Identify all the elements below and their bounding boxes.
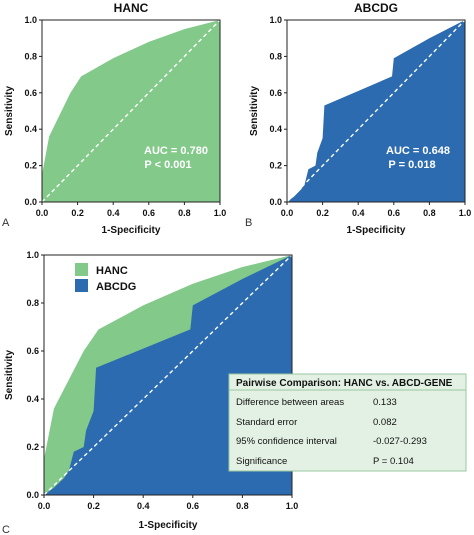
x-tick-label: 0.2 [71,208,84,218]
x-axis-label: 1-Specificity [347,225,406,236]
table-row-value: 0.133 [373,397,397,408]
y-tick-label: 0.2 [26,442,39,452]
y-axis-label: Sensitivity [4,86,15,136]
x-tick-label: 0.6 [187,501,200,511]
table-row: Significance P = 0.104 [236,456,414,467]
x-tick-label: 0.0 [281,208,294,218]
table-row-value: -0.027-0.293 [373,436,427,447]
reference-diagonal [42,20,220,202]
y-tick-label: 0.6 [24,88,37,98]
chart-title-hanc: HANC [114,1,149,15]
x-tick-label: 0.0 [38,501,51,511]
auc-label-abcdg: AUC = 0.648 [386,145,450,157]
table-row: 95% confidence interval -0.027-0.293 [236,436,427,447]
y-tick-label: 1.0 [26,250,39,260]
y-tick-label: 0.6 [269,88,282,98]
panel-letter: B [245,217,252,229]
table-row-label: Significance [236,456,287,467]
x-tick-label: 0.8 [178,208,191,218]
legend-swatch-hanc [75,263,88,276]
table-row-value: 0.082 [373,417,397,428]
legend: HANC ABCDG [75,263,136,293]
comparison-table: Pairwise Comparison: HANC vs. ABCD-GENE … [228,373,467,472]
table-row: Difference between areas 0.133 [236,397,397,408]
p-value-label-hanc: P < 0.001 [144,159,191,171]
x-tick-label: 0.2 [87,501,100,511]
x-tick-label: 0.6 [388,208,401,218]
y-tick-label: 0.8 [269,51,282,61]
x-tick-label: 0.8 [236,501,249,511]
x-tick-label: 0.4 [107,208,120,218]
panel-letter: A [2,217,10,229]
y-tick-label: 0.2 [24,161,37,171]
x-tick-label: 0.0 [36,208,49,218]
legend-swatch-abcdg [75,279,88,292]
x-tick-label: 1.0 [286,501,299,511]
x-tick-label: 0.4 [137,501,150,511]
y-tick-label: 1.0 [24,15,37,25]
y-tick-label: 0.0 [269,197,282,207]
y-axis-label: Sensitivity [249,86,260,136]
p-value-label-abcdg: P = 0.018 [388,159,435,171]
chart-abcdg: ABCDG 0.00.0 0.2 0.2 0.4 0.4 0.6 0.6 0.8 0.8 1.0 1… [245,1,471,236]
x-tick-label: 0.8 [423,208,436,218]
table-row-label: Difference between areas [236,397,344,408]
y-tick-label: 0.2 [269,161,282,171]
y-tick-label: 0.4 [26,394,39,404]
y-axis-label: Sensitivity [4,350,15,400]
table-title: Pairwise Comparison: HANC vs. ABCD-GENE [236,378,453,389]
y-tick-label: 0.0 [24,197,37,207]
reference-diagonal [44,255,292,495]
auc-label-hanc: AUC = 0.780 [144,145,208,157]
plot-frame [286,19,466,203]
x-tick-label: 0.2 [316,208,329,218]
x-axis-label: 1-Specificity [102,225,161,236]
panel-letter: C [2,524,10,535]
x-tick-label: 1.0 [214,208,227,218]
legend-label-hanc: HANC [96,265,128,277]
table-row-label: Standard error [236,417,297,428]
y-tick-label: 0.6 [26,346,39,356]
legend-label-abcdg: ABCDG [96,281,136,293]
x-axis-label: 1-Specificity [139,520,198,531]
y-tick-label: 0.0 [26,490,39,500]
chart-comparison: 0.00.0 0.2 0.2 0.4 0.4 0.6 0.6 0.8 0.8 1.0 1.0 HAN… [2,250,467,535]
y-tick-label: 0.4 [24,124,37,134]
x-tick-label: 1.0 [459,208,472,218]
reference-diagonal [287,20,465,202]
table-row: Standard error 0.082 [236,417,397,428]
chart-title-abcdg: ABCDG [354,1,398,15]
x-tick-label: 0.4 [352,208,365,218]
chart-hanc: HANC 0.00.0 0.2 0.2 0.4 0.4 0.6 0.6 0.8 0.8 1.0 1.… [2,1,226,236]
y-tick-label: 0.4 [269,124,282,134]
y-tick-label: 0.8 [24,51,37,61]
y-tick-label: 0.8 [26,298,39,308]
table-row-value: P = 0.104 [373,456,414,467]
table-row-label: 95% confidence interval [236,436,337,447]
x-tick-label: 0.6 [143,208,156,218]
plot-frame [41,19,221,203]
y-tick-label: 1.0 [269,15,282,25]
